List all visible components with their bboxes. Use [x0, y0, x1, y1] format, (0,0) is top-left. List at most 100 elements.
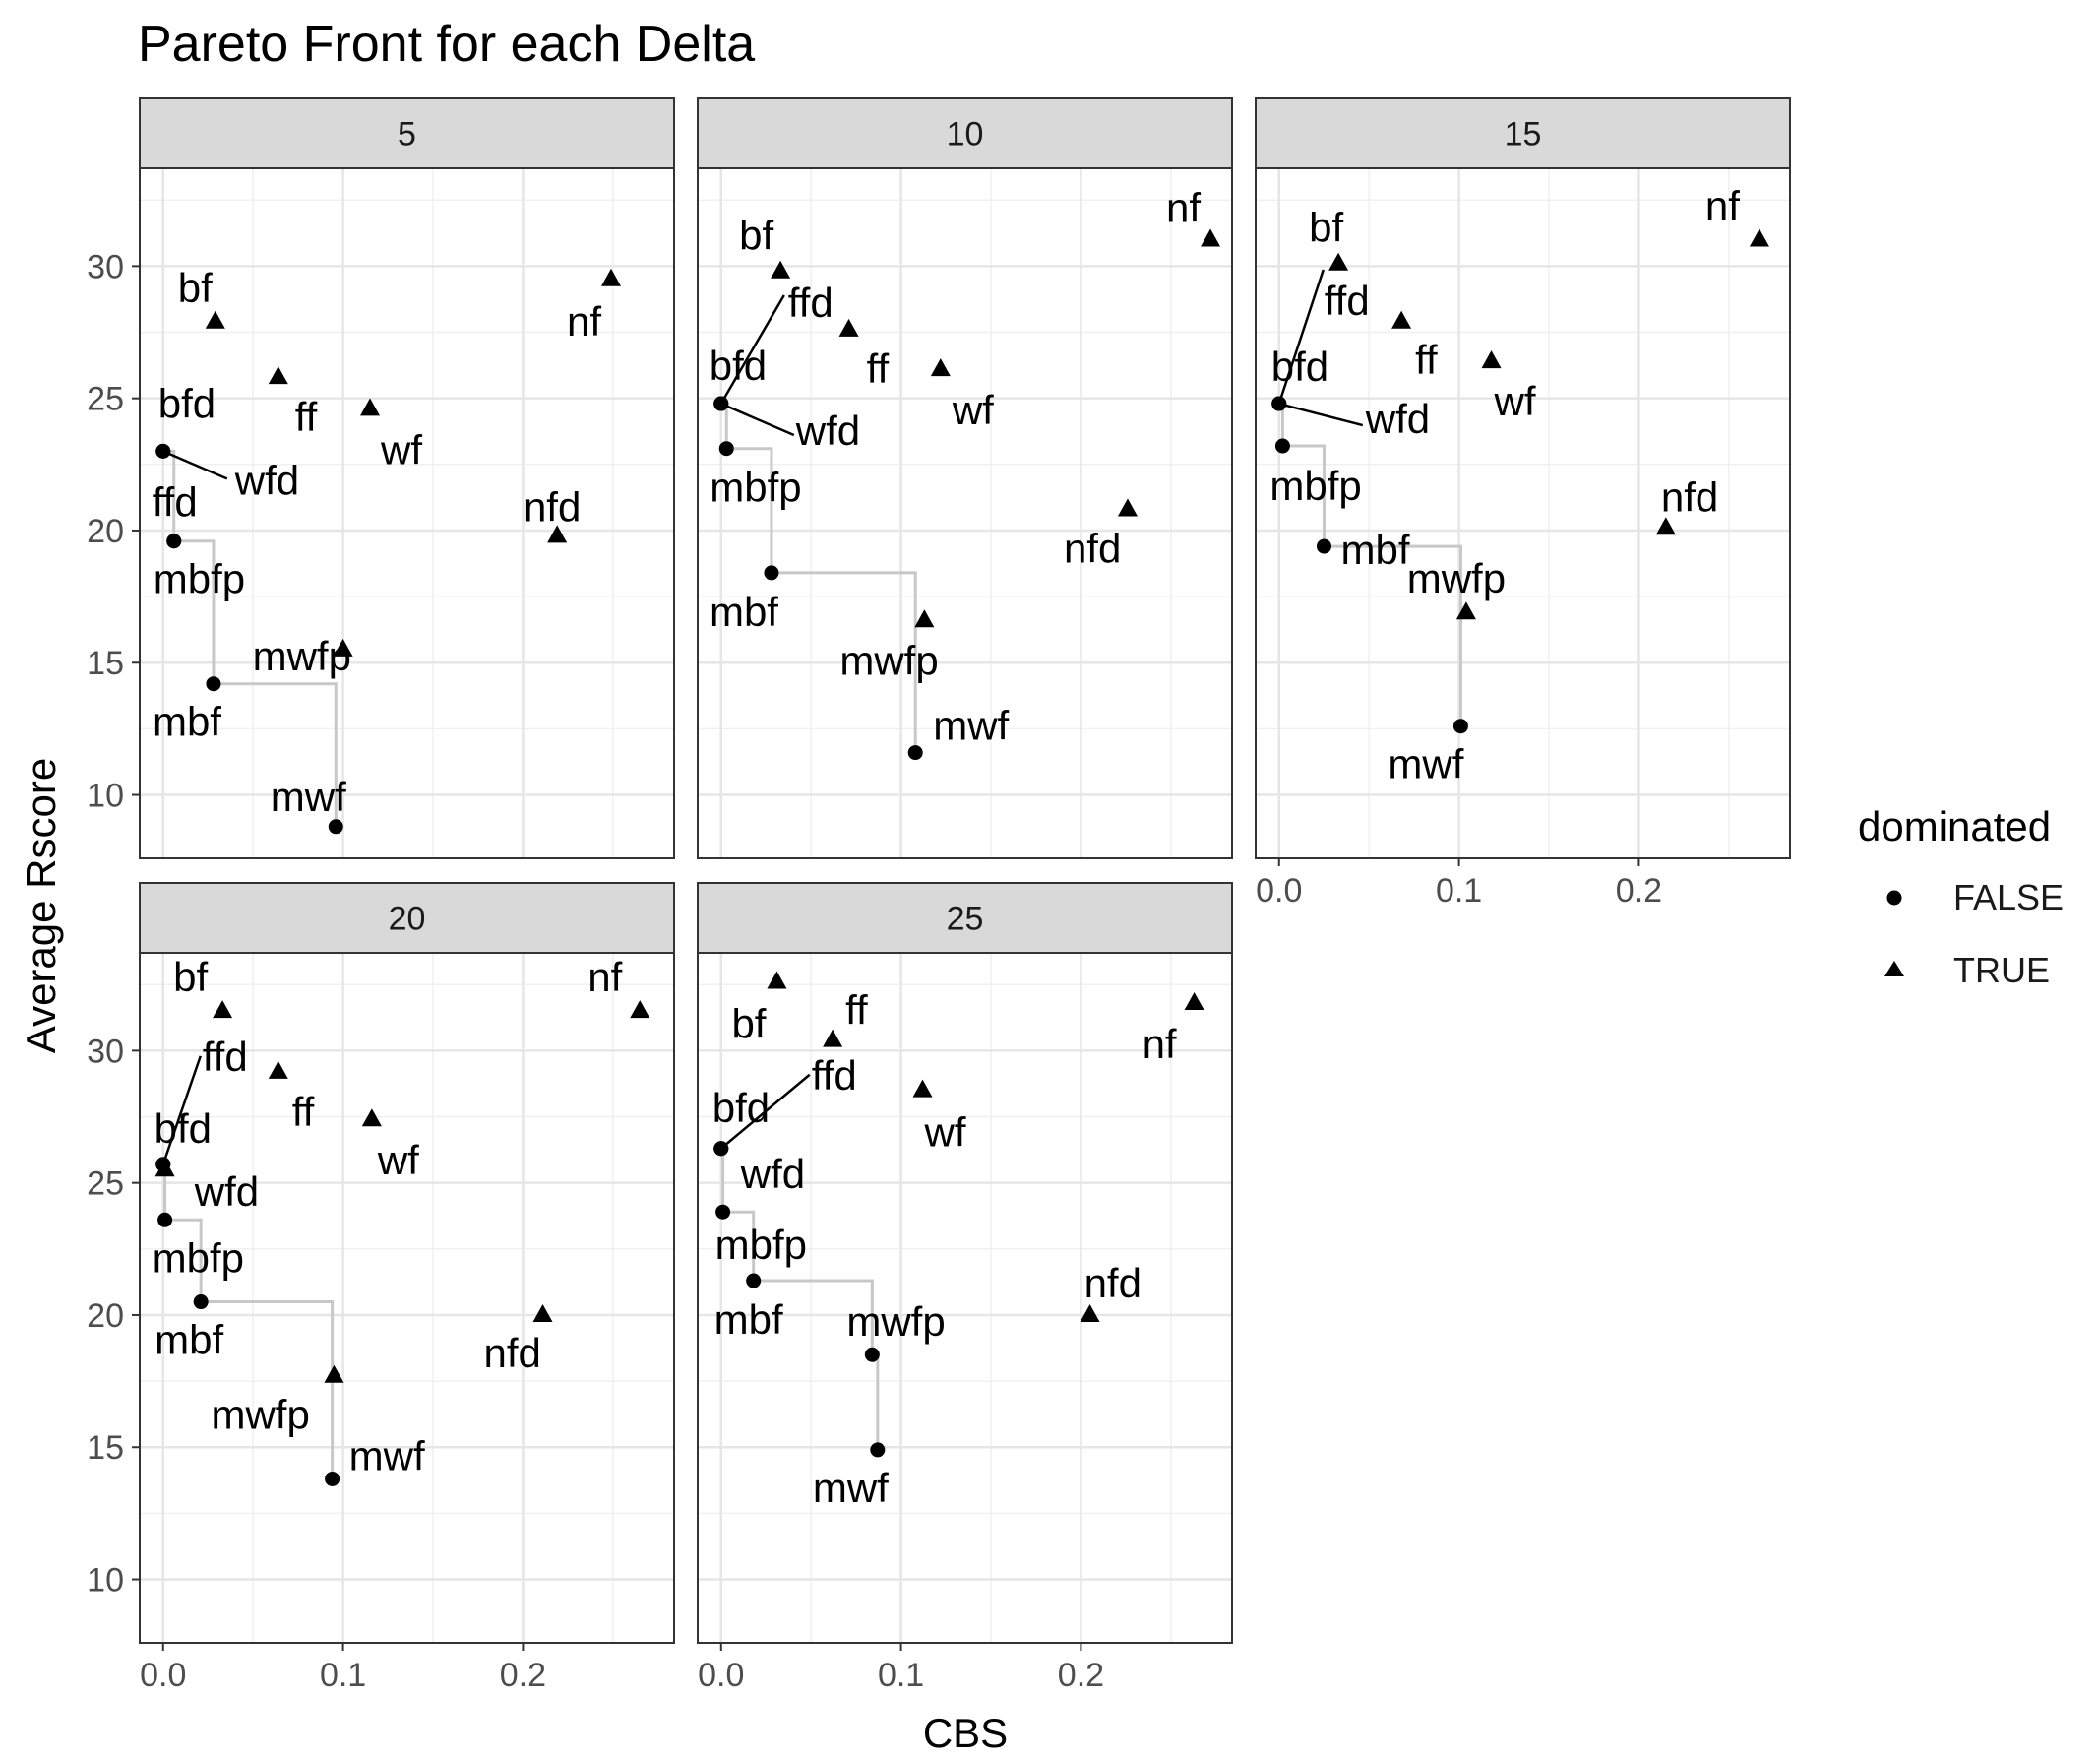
panel-border	[139, 167, 675, 859]
point-label: mbf	[153, 699, 221, 745]
panel-background	[1256, 168, 1790, 858]
point-dominated-triangle	[838, 318, 859, 337]
point-dominated-triangle	[324, 1364, 344, 1383]
point-label: bf	[173, 954, 208, 1000]
point-front-circle	[1316, 538, 1331, 554]
facet-strip-label: 25	[947, 901, 984, 938]
legend-key-circle	[1886, 890, 1902, 906]
point-label: wf	[952, 387, 994, 433]
point-label: mbfp	[153, 1234, 244, 1281]
point-label: bfd	[158, 380, 216, 426]
point-label: mwfp	[211, 1392, 309, 1438]
label-connector-line	[719, 1073, 811, 1150]
point-front-circle	[764, 565, 779, 581]
point-label: bf	[731, 1001, 766, 1047]
x-tick-label: 0.0	[1256, 872, 1302, 910]
point-label: mbf	[710, 589, 778, 635]
point-front-circle	[715, 1204, 731, 1220]
point-label: mbf	[1340, 527, 1409, 573]
point-front-circle	[746, 1273, 762, 1288]
point-label: nfd	[524, 483, 581, 530]
panel-contents	[698, 953, 1232, 1643]
point-dominated-triangle	[914, 609, 935, 628]
point-dominated-triangle	[912, 1079, 933, 1098]
point-front-circle	[193, 1294, 209, 1310]
panel-border	[139, 952, 675, 1644]
point-dominated-triangle	[1080, 1303, 1100, 1322]
point-front-circle	[166, 534, 182, 549]
point-label: ff	[845, 987, 868, 1034]
point-label: wfd	[1365, 396, 1430, 442]
panel-background	[140, 168, 674, 858]
point-label: mbfp	[710, 465, 801, 511]
point-front-circle	[157, 1212, 173, 1227]
point-dominated-triangle	[205, 310, 225, 329]
point-label: nfd	[1064, 525, 1121, 571]
x-tick-label: 0.2	[1616, 872, 1662, 910]
point-label: mwfp	[846, 1298, 945, 1345]
panel-contents	[140, 168, 674, 858]
point-label: mbf	[154, 1317, 223, 1363]
point-label: mwfp	[839, 637, 938, 683]
y-tick-label: 10	[87, 1562, 124, 1600]
point-dominated-triangle	[532, 1303, 553, 1322]
facet-strip-label: 10	[947, 116, 984, 154]
panel-border	[697, 952, 1233, 1644]
facet-strip	[697, 882, 1233, 954]
point-label: bfd	[1271, 344, 1328, 390]
point-front-circle	[155, 1157, 171, 1172]
x-tick-label: 0.2	[500, 1657, 546, 1694]
panel-background	[140, 953, 674, 1643]
point-label: nf	[587, 954, 622, 1000]
point-dominated-triangle	[930, 358, 951, 377]
facet-panels: 5bfffwfnfnfdmwfpbfdwfdffdmbfpmbfmwf10152…	[87, 97, 1791, 1694]
facet-strip-label: 5	[398, 116, 416, 154]
point-label: mwfp	[1407, 555, 1506, 601]
point-label: bf	[1309, 205, 1343, 251]
point-label: wfd	[194, 1168, 259, 1215]
x-tick-label: 0.1	[320, 1657, 366, 1694]
panel-background	[698, 953, 1232, 1643]
panel-contents	[1256, 168, 1790, 858]
facet-panel: 20 bf ff wf nf nfd mwfp bfd ffd wfd mbfp mbf mwf 10 15…	[87, 882, 675, 1694]
point-label: wfd	[795, 408, 860, 454]
point-label: ff	[1415, 337, 1438, 383]
point-front-circle	[155, 443, 171, 459]
point-front-circle	[1274, 438, 1290, 454]
x-tick-label: 0.1	[1436, 872, 1482, 910]
point-label: mwf	[813, 1465, 889, 1511]
point-label: mbfp	[1269, 463, 1361, 509]
point-dominated-triangle	[1184, 992, 1204, 1011]
facet-strip	[697, 97, 1233, 169]
point-label: nfd	[1661, 473, 1718, 520]
y-tick-label: 15	[87, 1429, 124, 1467]
label-connector-line	[161, 1055, 202, 1165]
panel-border	[697, 167, 1233, 859]
point-dominated-triangle	[771, 260, 791, 279]
pareto-front-step-line	[162, 449, 338, 827]
point-label: wf	[377, 1137, 419, 1183]
panel-contents	[698, 168, 1232, 858]
panel-contents	[140, 953, 674, 1643]
point-front-circle	[325, 1471, 340, 1486]
point-label: mbf	[714, 1296, 783, 1343]
point-dominated-triangle	[1117, 498, 1138, 517]
point-front-circle	[1452, 719, 1468, 734]
point-label: wfd	[234, 457, 299, 503]
point-front-circle	[1271, 396, 1287, 411]
point-dominated-triangle	[1455, 601, 1476, 620]
point-front-circle	[713, 1141, 729, 1157]
point-label: mbfp	[715, 1222, 807, 1268]
y-axis-title: Average Rscore	[18, 758, 64, 1053]
point-label: mwf	[271, 774, 346, 820]
point-label: bfd	[710, 343, 767, 389]
legend-label-false: FALSE	[1953, 877, 2064, 917]
chart-title: Pareto Front for each Delta	[138, 16, 755, 73]
facet-strip-label: 15	[1505, 116, 1542, 154]
point-dominated-triangle	[1749, 228, 1769, 247]
facet-strip-label: 20	[389, 901, 426, 938]
label-connector-line	[1277, 269, 1325, 405]
point-label: nfd	[1084, 1260, 1142, 1306]
